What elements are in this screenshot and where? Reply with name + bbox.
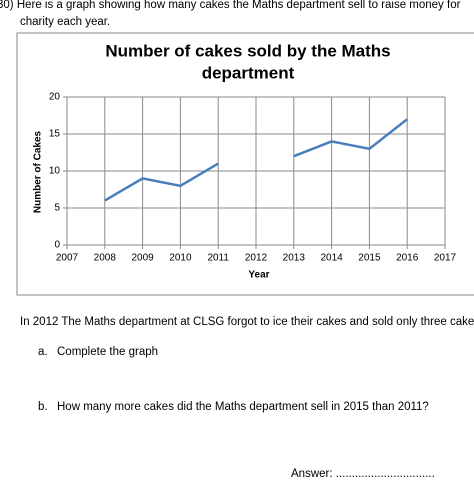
intro-line: 30) Here is a graph showing how many cak… [0,0,461,11]
data-line [104,118,408,202]
x-tick-label: 2008 [94,253,117,264]
statement: In 2012 The Maths department at CLSG for… [20,316,474,328]
x-tick-label: 2011 [207,253,229,264]
chart-title: Number of cakes sold by the Maths [105,41,390,60]
x-tick-label: 2009 [131,253,154,264]
answer-line: Answer: ............................... [291,468,435,480]
y-tick-label: 15 [49,129,61,140]
x-tick-label: 2013 [283,253,306,264]
y-tick-label: 10 [49,166,61,177]
x-tick-label: 2015 [358,253,381,264]
part-text: How many more cakes did the Maths depart… [57,401,429,413]
x-tick-label: 2012 [245,253,268,264]
x-tick-label: 2010 [169,253,192,264]
chart-frame [16,32,474,296]
y-tick-label: 5 [54,203,60,214]
x-tick-label: 2016 [396,253,419,264]
part-text: Complete the graph [57,346,158,358]
y-tick-label: 20 [49,92,61,103]
y-axis-label: Number of Cakes [33,130,44,213]
x-tick-label: 2007 [56,253,79,264]
intro-line: charity each year. [20,16,110,28]
part-letter: b. [38,401,48,413]
x-tick-label: 2014 [320,253,343,264]
x-tick-label: 2017 [434,253,457,264]
part-letter: a. [38,346,48,358]
chart-title: department [202,63,295,82]
x-axis-label: Year [248,270,269,281]
y-tick-label: 0 [54,240,60,251]
